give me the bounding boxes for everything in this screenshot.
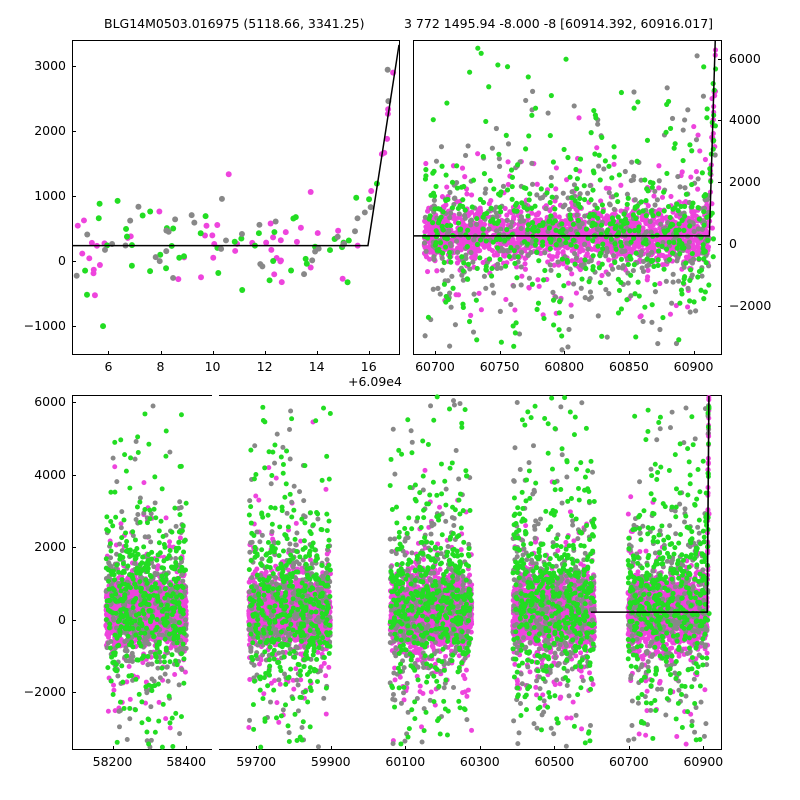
x-tick-label: 60300 — [459, 754, 500, 769]
tick-mark — [554, 746, 556, 750]
tick-mark — [72, 325, 76, 327]
tick-mark — [72, 130, 76, 132]
tick-mark — [160, 351, 162, 355]
x-tick-label: 58400 — [166, 754, 207, 769]
tick-mark — [72, 402, 76, 404]
y-tick-label: 3000 — [34, 57, 66, 73]
x-tick-label: 8 — [156, 359, 165, 374]
y-tick-label: 1000 — [34, 187, 66, 203]
tick-mark — [368, 351, 370, 355]
y-tick-label: 4000 — [34, 466, 66, 482]
y-tick-label: 0 — [58, 611, 66, 627]
x-tick-label: 16 — [360, 359, 377, 374]
panel-zoom-event-plot — [73, 44, 400, 330]
x-tick-label: 10 — [204, 359, 221, 374]
x-tick-label: 60800 — [544, 359, 585, 374]
y-tick-label: −2000 — [23, 684, 66, 700]
tick-mark — [72, 195, 76, 197]
tick-mark — [72, 619, 76, 621]
x-tick-label: 6 — [104, 359, 113, 374]
tick-mark — [628, 746, 630, 750]
tick-mark — [405, 746, 407, 750]
x-tick-label: 59900 — [310, 754, 351, 769]
y-tick-label: −2000 — [729, 297, 772, 313]
x-tick-label: 60700 — [415, 359, 455, 374]
tick-mark — [264, 351, 266, 355]
tick-mark — [330, 746, 332, 750]
panel-full-lightcurve-segment-2[interactable] — [219, 394, 722, 750]
y-tick-label: 6000 — [34, 394, 66, 410]
tick-mark — [72, 260, 76, 262]
x-axis-offset-label: +6.09e4 — [348, 374, 402, 389]
tick-mark — [718, 182, 722, 184]
panel-full-lightcurve-segment-2-plot — [246, 394, 712, 750]
x-tick-label: 60500 — [534, 754, 575, 769]
tick-mark — [186, 746, 188, 750]
tick-mark — [434, 351, 436, 355]
panel-title-left: BLG14M0503.016975 (5118.66, 3341.25) — [104, 16, 365, 31]
y-tick-label: 4000 — [729, 112, 761, 128]
tick-mark — [316, 351, 318, 355]
y-tick-label: 2000 — [34, 539, 66, 555]
tick-mark — [703, 746, 705, 750]
x-tick-label: 58200 — [92, 754, 133, 769]
y-tick-label: −1000 — [23, 317, 66, 333]
x-tick-label: 59700 — [236, 754, 277, 769]
panel-zoom-event[interactable] — [72, 40, 400, 355]
y-tick-label: 0 — [58, 252, 66, 268]
tick-mark — [479, 746, 481, 750]
x-tick-label: 60900 — [673, 359, 714, 374]
y-tick-label: 0 — [729, 235, 737, 251]
tick-mark — [693, 351, 695, 355]
tick-mark — [256, 746, 258, 750]
tick-mark — [72, 65, 76, 67]
tick-mark — [112, 746, 114, 750]
x-tick-label: 60850 — [609, 359, 649, 374]
x-tick-label: 12 — [256, 359, 273, 374]
panel-title-right: 3 772 1495.94 -8.000 -8 [60914.392, 6091… — [404, 16, 714, 31]
tick-mark — [108, 351, 110, 355]
tick-mark — [564, 351, 566, 355]
tick-mark — [499, 351, 501, 355]
x-tick-label: 60750 — [479, 359, 520, 374]
tick-mark — [72, 474, 76, 476]
x-tick-label: 14 — [308, 359, 325, 374]
panel-last-season[interactable] — [413, 40, 722, 355]
x-tick-label: 60900 — [683, 754, 724, 769]
tick-mark — [718, 120, 722, 122]
tick-mark — [72, 547, 76, 549]
tick-mark — [212, 351, 214, 355]
tick-mark — [718, 305, 722, 307]
tick-mark — [718, 58, 722, 60]
y-tick-label: 6000 — [729, 50, 761, 66]
tick-mark — [628, 351, 630, 355]
panel-full-lightcurve-segment-1-plot — [103, 403, 189, 750]
y-tick-label: 2000 — [34, 122, 66, 138]
panel-full-lightcurve-segment-1[interactable] — [72, 395, 212, 750]
y-tick-label: 2000 — [729, 174, 761, 190]
x-tick-label: 60700 — [608, 754, 649, 769]
panel-last-season-plot — [414, 40, 719, 353]
tick-mark — [718, 243, 722, 245]
x-tick-label: 60100 — [385, 754, 426, 769]
tick-mark — [72, 692, 76, 694]
